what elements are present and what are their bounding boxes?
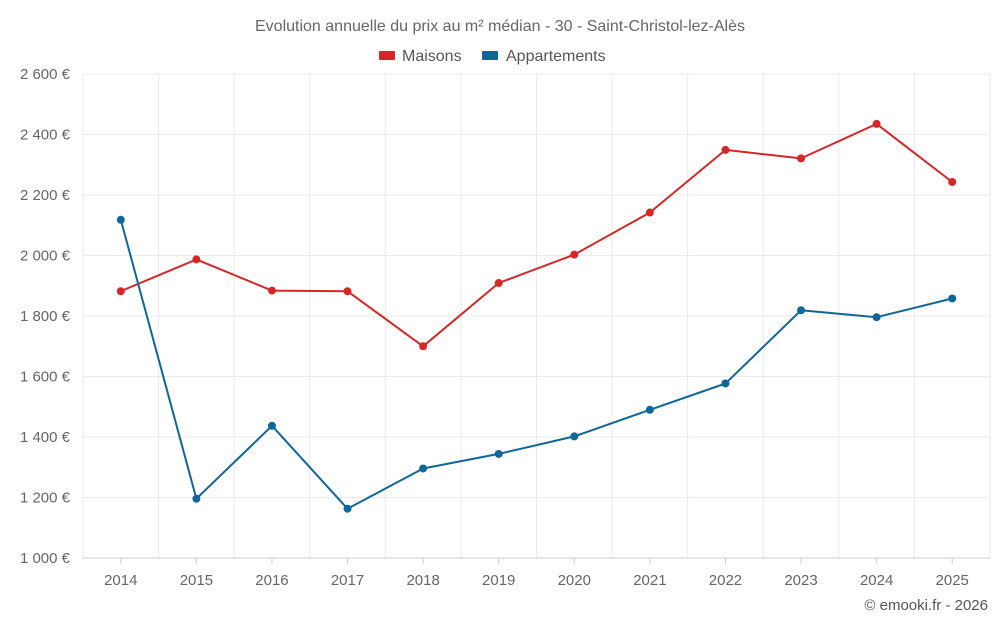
data-point-appartements[interactable] [948, 294, 957, 303]
y-tick-label: 1 000 € [20, 550, 71, 567]
axes: 2 600 € 2 400 € 2 200 € 2 000 € 1 800 € 1 600… [20, 66, 990, 589]
y-tick-label: 1 800 € [20, 308, 71, 325]
legend-item-appartements[interactable]: Appartements [482, 48, 606, 65]
y-tick-label: 2 600 € [20, 66, 71, 83]
data-point-appartements[interactable] [570, 432, 579, 441]
legend-swatch-maisons [379, 51, 395, 60]
x-tick-label: 2014 [104, 572, 137, 589]
y-tick-label: 2 000 € [20, 248, 71, 265]
data-point-maisons[interactable] [494, 279, 503, 288]
data-point-appartements[interactable] [721, 379, 730, 388]
y-tick-label: 2 200 € [20, 187, 71, 204]
x-tick-label: 2021 [633, 572, 666, 589]
data-point-maisons[interactable] [721, 145, 730, 154]
series-appartements [116, 215, 957, 513]
data-point-appartements[interactable] [116, 215, 125, 224]
credit-text: © emooki.fr - 2026 [864, 597, 988, 614]
y-tick-label: 2 400 € [20, 127, 71, 144]
x-tick-label: 2016 [255, 572, 288, 589]
x-tick-label: 2015 [180, 572, 213, 589]
legend: Maisons Appartements [379, 48, 606, 65]
y-tick-label: 1 600 € [20, 369, 71, 386]
data-point-appartements[interactable] [494, 449, 503, 458]
x-tick-label: 2022 [709, 572, 742, 589]
data-point-maisons[interactable] [116, 287, 125, 296]
x-tick-label: 2020 [558, 572, 591, 589]
data-point-maisons[interactable] [872, 119, 881, 128]
data-point-maisons[interactable] [419, 342, 428, 351]
series-maisons [116, 119, 957, 351]
x-tick-label: 2018 [406, 572, 439, 589]
x-tick-label: 2017 [331, 572, 364, 589]
series-line-appartements [119, 219, 953, 510]
data-point-appartements[interactable] [267, 421, 276, 430]
legend-item-maisons[interactable]: Maisons [379, 48, 462, 65]
data-point-maisons[interactable] [570, 250, 579, 259]
x-tick-label: 2024 [860, 572, 893, 589]
y-tick-label: 1 200 € [20, 490, 71, 507]
y-tick-label: 1 400 € [20, 429, 71, 446]
grid [82, 73, 991, 558]
data-point-appartements[interactable] [343, 504, 352, 513]
legend-label-maisons: Maisons [402, 48, 462, 65]
data-point-maisons[interactable] [948, 177, 957, 186]
chart-title: Evolution annuelle du prix au m² médian … [255, 18, 745, 35]
series [116, 119, 957, 513]
data-point-appartements[interactable] [797, 306, 806, 315]
x-tick-label: 2019 [482, 572, 515, 589]
data-point-maisons[interactable] [797, 154, 806, 163]
data-point-maisons[interactable] [343, 287, 352, 296]
legend-label-appartements: Appartements [506, 48, 606, 65]
data-point-appartements[interactable] [192, 494, 201, 503]
data-point-appartements[interactable] [872, 313, 881, 322]
data-point-maisons[interactable] [267, 286, 276, 295]
data-point-maisons[interactable] [645, 208, 654, 217]
data-point-maisons[interactable] [192, 255, 201, 264]
legend-swatch-appartements [482, 51, 498, 60]
series-line-maisons [120, 122, 953, 348]
x-tick-label: 2023 [784, 572, 817, 589]
data-point-appartements[interactable] [419, 464, 428, 473]
x-tick-label: 2025 [936, 572, 969, 589]
data-point-appartements[interactable] [645, 405, 654, 414]
